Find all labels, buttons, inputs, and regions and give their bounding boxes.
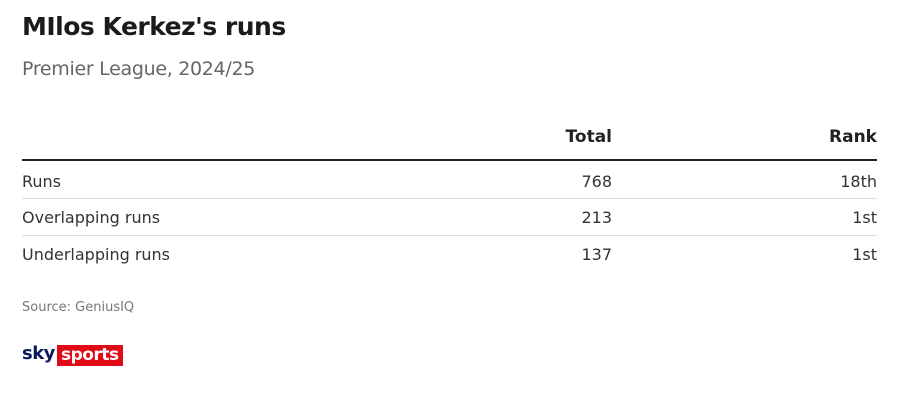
cell: 1st: [852, 245, 877, 264]
logo-sports: sports: [57, 345, 123, 366]
column-header: Total: [565, 127, 612, 147]
cell: 213: [581, 208, 612, 227]
row-rule: [22, 235, 877, 236]
cell: 18th: [840, 172, 877, 191]
subtitle: Premier League, 2024/25: [22, 58, 256, 80]
column-header: Rank: [829, 127, 877, 147]
logo-sky: sky: [22, 343, 55, 364]
title: MIlos Kerkez's runs: [22, 12, 286, 41]
row-label: Overlapping runs: [22, 208, 161, 227]
row-label: Runs: [22, 172, 62, 191]
cell: 1st: [852, 208, 877, 227]
source: Source: GeniusIQ: [22, 300, 135, 315]
cell: 768: [581, 172, 612, 191]
row-label: Underlapping runs: [22, 245, 171, 264]
cell: 137: [581, 245, 612, 264]
header-rule: [22, 159, 877, 161]
row-rule: [22, 198, 877, 199]
